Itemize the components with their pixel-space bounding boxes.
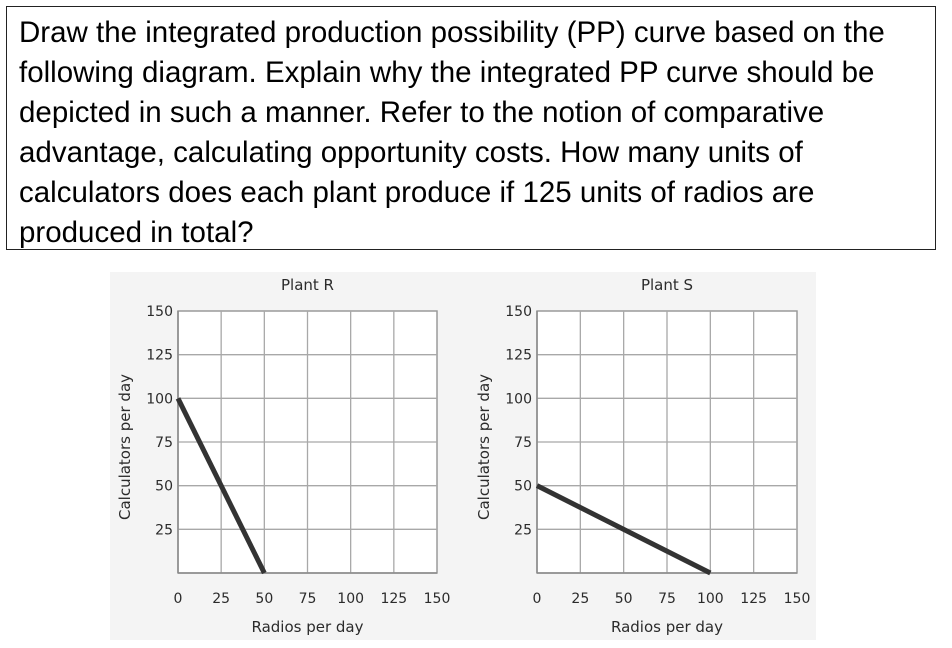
x-tick-label: 75 [299,591,317,607]
x-axis-title: Radios per day [251,618,363,636]
x-tick-label: 100 [337,591,364,607]
pp-frontier-line [175,397,267,575]
y-axis-title: Calculators per day [475,374,493,520]
y-tick-label: 125 [505,348,532,364]
chart-2: 25 50 75 100 125 150 0 25 50 75 100 125 150 Plant S Ra… [475,276,810,636]
x-tick-label: 75 [658,591,676,607]
question-text: Draw the integrated production possibili… [19,16,885,249]
x-tick-label: 100 [697,591,724,607]
x-tick-label: 25 [212,591,230,607]
x-axis-title: Radios per day [611,618,723,636]
x-tick-label: 0 [533,591,542,607]
y-tick-label: 50 [155,479,173,495]
y-tick-label: 150 [146,304,173,320]
x-tick-label: 150 [424,591,451,607]
x-tick-label: 50 [255,591,273,607]
y-tick-label: 150 [505,304,532,320]
x-tick-label: 125 [740,591,767,607]
x-tick-label: 150 [784,591,811,607]
chart-title: Plant R [281,276,334,294]
y-tick-label: 25 [155,522,173,538]
x-tick-label: 0 [174,591,183,607]
y-tick-label: 25 [514,522,532,538]
y-axis-title: Calculators per day [116,374,134,520]
y-tick-label: 100 [146,391,173,407]
y-tick-label: 125 [146,348,173,364]
pp-frontier-line [535,483,712,576]
x-tick-label: 50 [615,591,633,607]
y-tick-label: 50 [514,479,532,495]
chart-title: Plant S [641,276,693,294]
chart-1: 25 50 75 100 125 150 0 25 50 75 100 125 150 Plant R Ra… [116,276,450,636]
y-tick-label: 75 [155,435,173,451]
x-tick-label: 25 [571,591,589,607]
x-tick-label: 125 [380,591,407,607]
y-tick-label: 100 [505,391,532,407]
question-box: Draw the integrated production possibili… [6,6,936,250]
y-tick-label: 75 [514,435,532,451]
